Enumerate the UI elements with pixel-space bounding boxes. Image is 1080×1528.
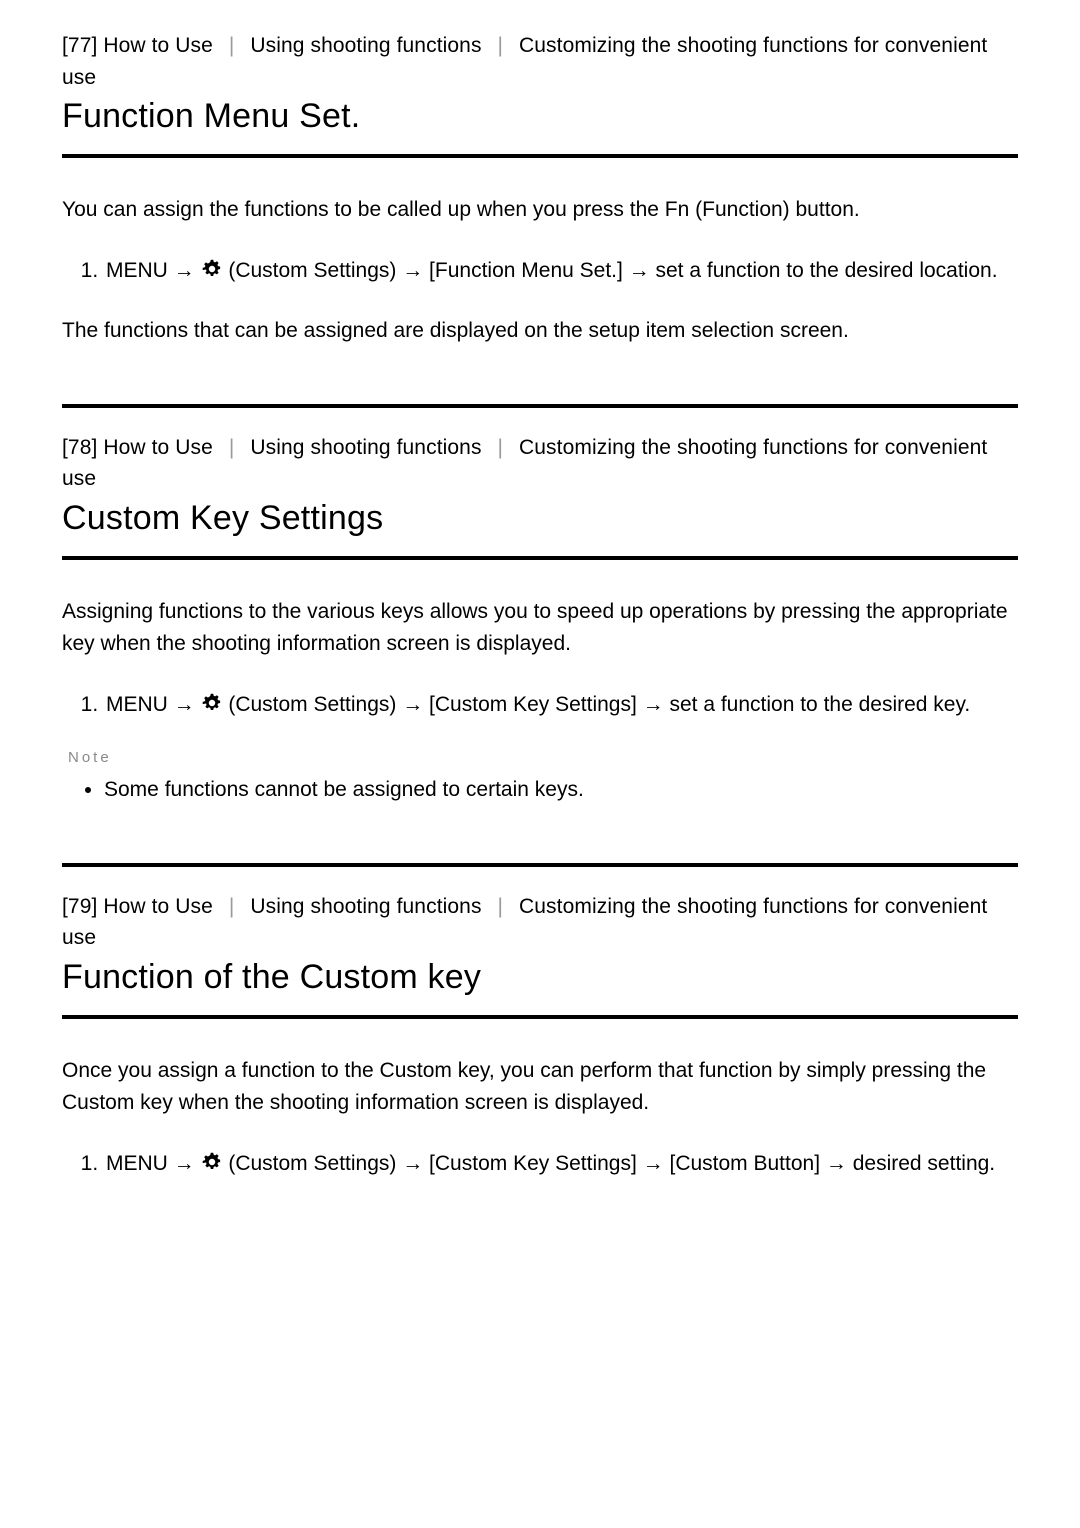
breadcrumb-separator: | [498, 30, 504, 62]
intro-text: You can assign the functions to be calle… [62, 194, 1018, 227]
breadcrumb-separator: | [229, 30, 235, 62]
intro-text: Assigning functions to the various keys … [62, 596, 1018, 661]
steps-list: MENU → (Custom Settings) → [Custom Key S… [62, 689, 1018, 722]
step-text-after: (Custom Settings) → [Custom Key Settings… [223, 1152, 996, 1175]
breadcrumb-part: Using shooting functions [250, 436, 481, 459]
step-text-before: MENU → [106, 1152, 201, 1175]
breadcrumb-part: [77] How to Use [62, 34, 213, 57]
breadcrumb-separator: | [498, 891, 504, 923]
breadcrumb-separator: | [229, 432, 235, 464]
step-item: MENU → (Custom Settings) → [Function Men… [104, 255, 1018, 288]
section-rule [62, 863, 1018, 867]
step-item: MENU → (Custom Settings) → [Custom Key S… [104, 1148, 1018, 1181]
section-rule [62, 556, 1018, 560]
section-rule [62, 404, 1018, 408]
step-text-before: MENU → [106, 259, 201, 282]
article-77: [77] How to Use | Using shooting functio… [62, 30, 1018, 348]
page-title: Custom Key Settings [62, 499, 1018, 538]
step-item: MENU → (Custom Settings) → [Custom Key S… [104, 689, 1018, 722]
steps-list: MENU → (Custom Settings) → [Custom Key S… [62, 1148, 1018, 1181]
page-title: Function of the Custom key [62, 958, 1018, 997]
steps-list: MENU → (Custom Settings) → [Function Men… [62, 255, 1018, 288]
gear-icon [201, 692, 223, 714]
notes-list: Some functions cannot be assigned to cer… [62, 774, 1018, 807]
breadcrumb: [79] How to Use | Using shooting functio… [62, 891, 1018, 954]
breadcrumb-part: Using shooting functions [250, 34, 481, 57]
breadcrumb: [78] How to Use | Using shooting functio… [62, 432, 1018, 495]
intro-text: Once you assign a function to the Custom… [62, 1055, 1018, 1120]
breadcrumb-part: [78] How to Use [62, 436, 213, 459]
step-text-after: (Custom Settings) → [Function Menu Set.]… [223, 259, 998, 282]
breadcrumb-separator: | [498, 432, 504, 464]
note-label: Note [68, 749, 1018, 766]
breadcrumb-separator: | [229, 891, 235, 923]
outro-text: The functions that can be assigned are d… [62, 315, 1018, 348]
section-rule [62, 1015, 1018, 1019]
page-title: Function Menu Set. [62, 97, 1018, 136]
note-item: Some functions cannot be assigned to cer… [104, 774, 1018, 807]
step-text-after: (Custom Settings) → [Custom Key Settings… [223, 693, 971, 716]
section-rule [62, 154, 1018, 158]
step-text-before: MENU → [106, 693, 201, 716]
page: [77] How to Use | Using shooting functio… [0, 0, 1080, 1296]
article-79: [79] How to Use | Using shooting functio… [62, 891, 1018, 1181]
breadcrumb-part: [79] How to Use [62, 895, 213, 918]
gear-icon [201, 258, 223, 280]
breadcrumb: [77] How to Use | Using shooting functio… [62, 30, 1018, 93]
gear-icon [201, 1151, 223, 1173]
article-78: [78] How to Use | Using shooting functio… [62, 432, 1018, 807]
breadcrumb-part: Using shooting functions [250, 895, 481, 918]
